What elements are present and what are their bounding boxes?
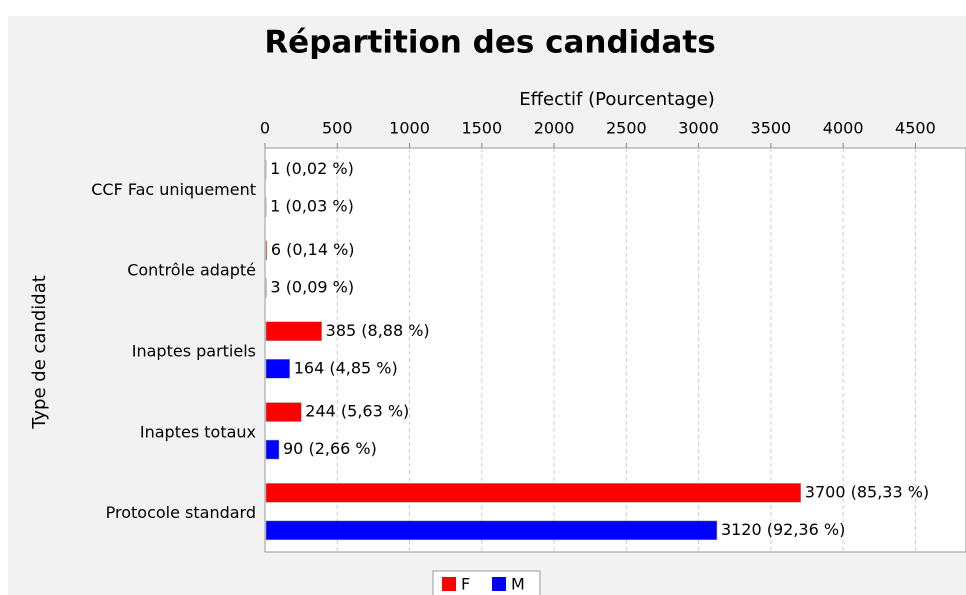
data-label: 3120 (92,36 %) [721,520,845,539]
data-label: 3 (0,09 %) [270,277,354,296]
legend-label: M [511,575,525,594]
data-label: 164 (4,85 %) [294,358,398,377]
data-label: 385 (8,88 %) [326,321,430,340]
data-label: 1 (0,02 %) [270,159,354,178]
bar [265,439,280,460]
x-tick-label: 3000 [678,119,719,138]
chart-title: Répartition des candidats [264,25,715,61]
x-tick-label: 500 [322,119,353,138]
data-label: 6 (0,14 %) [271,240,355,259]
data-label: 1 (0,03 %) [270,197,354,216]
y-axis-label: Type de candidat [29,275,50,430]
legend-label: F [461,575,470,594]
data-label: 3700 (85,33 %) [805,482,929,501]
bar [265,359,290,379]
x-tick-label: 4500 [895,119,936,138]
bar [265,520,718,541]
x-tick-label: 0 [260,119,270,138]
y-tick-label: CCF Fac uniquement [91,180,256,199]
x-tick-label: 1000 [389,119,430,138]
x-tick-label: 1500 [461,119,502,138]
y-tick-label: Inaptes totaux [140,422,256,441]
legend-swatch [492,577,506,591]
data-label: 90 (2,66 %) [283,439,377,458]
x-tick-label: 3500 [751,119,792,138]
bar [265,240,268,261]
legend-swatch [442,577,456,591]
data-label: 244 (5,63 %) [305,402,409,421]
y-tick-label: Inaptes partiels [132,342,256,361]
bar [265,321,322,341]
bar [265,483,802,503]
x-tick-label: 4000 [823,119,864,138]
x-tick-label: 2000 [534,119,575,138]
bar [265,402,302,422]
x-tick-label: 2500 [606,119,647,138]
y-tick-label: Protocole standard [106,503,256,522]
y-tick-label: Contrôle adapté [127,261,256,280]
x-axis-label: Effectif (Pourcentage) [519,89,715,110]
